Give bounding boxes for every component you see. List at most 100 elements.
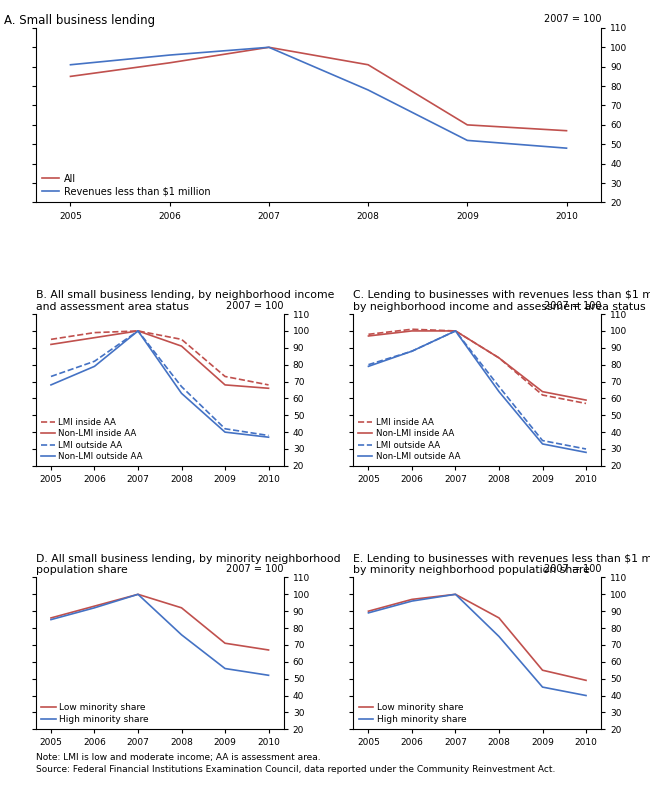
Legend: LMI inside AA, Non-LMI inside AA, LMI outside AA, Non-LMI outside AA: LMI inside AA, Non-LMI inside AA, LMI ou…: [358, 418, 461, 461]
High minority share: [221, 664, 229, 673]
All: [364, 60, 372, 69]
LMI inside AA: [177, 335, 185, 344]
Low minority share: [90, 602, 98, 611]
Non-LMI inside AA: [452, 326, 460, 336]
Line: LMI inside AA: LMI inside AA: [369, 329, 586, 403]
Low minority share: [221, 638, 229, 648]
Text: A. Small business lending: A. Small business lending: [4, 14, 155, 27]
Text: E. Lending to businesses with revenues less than $1 million,
by minority neighbo: E. Lending to businesses with revenues l…: [353, 554, 650, 575]
Line: High minority share: High minority share: [51, 595, 268, 675]
LMI inside AA: [365, 329, 372, 339]
Non-LMI inside AA: [177, 341, 185, 351]
Text: 2007 = 100: 2007 = 100: [226, 301, 284, 311]
Non-LMI inside AA: [365, 332, 372, 341]
All: [563, 126, 571, 135]
Low minority share: [539, 665, 547, 675]
Non-LMI outside AA: [265, 433, 272, 442]
Non-LMI outside AA: [221, 427, 229, 437]
Text: 2007 = 100: 2007 = 100: [544, 301, 601, 311]
Non-LMI inside AA: [495, 353, 503, 363]
Line: Non-LMI outside AA: Non-LMI outside AA: [369, 331, 586, 453]
High minority share: [495, 632, 503, 642]
LMI outside AA: [365, 360, 372, 370]
Line: LMI inside AA: LMI inside AA: [51, 331, 268, 385]
Line: Non-LMI outside AA: Non-LMI outside AA: [51, 331, 268, 438]
Non-LMI outside AA: [177, 389, 185, 398]
Legend: Low minority share, High minority share: Low minority share, High minority share: [40, 702, 150, 724]
Text: C. Lending to businesses with revenues less than $1 million,
by neighborhood inc: C. Lending to businesses with revenues l…: [353, 290, 650, 312]
All: [265, 42, 273, 52]
Low minority share: [365, 607, 372, 616]
Low minority share: [265, 646, 272, 655]
Line: LMI outside AA: LMI outside AA: [369, 331, 586, 449]
LMI outside AA: [495, 382, 503, 391]
LMI outside AA: [47, 371, 55, 381]
Text: 2007 = 100: 2007 = 100: [544, 564, 601, 575]
Non-LMI outside AA: [134, 326, 142, 336]
Non-LMI outside AA: [408, 347, 416, 356]
Low minority share: [177, 603, 185, 613]
LMI outside AA: [408, 347, 416, 356]
Non-LMI inside AA: [221, 380, 229, 390]
LMI inside AA: [265, 380, 272, 390]
Line: Low minority share: Low minority share: [369, 595, 586, 681]
Non-LMI outside AA: [495, 387, 503, 396]
All: [66, 72, 74, 81]
High minority share: [452, 590, 460, 599]
LMI inside AA: [495, 353, 503, 363]
LMI inside AA: [221, 371, 229, 381]
High minority share: [539, 682, 547, 692]
All: [463, 120, 471, 130]
Line: LMI outside AA: LMI outside AA: [51, 331, 268, 435]
Revenues less than $1 million: [66, 60, 74, 69]
Revenues less than $1 million: [265, 42, 273, 52]
Low minority share: [408, 595, 416, 604]
Text: 2007 = 100: 2007 = 100: [226, 564, 284, 575]
Legend: LMI inside AA, Non-LMI inside AA, LMI outside AA, Non-LMI outside AA: LMI inside AA, Non-LMI inside AA, LMI ou…: [40, 418, 144, 461]
LMI outside AA: [221, 424, 229, 434]
Non-LMI outside AA: [90, 362, 98, 371]
Non-LMI outside AA: [47, 380, 55, 390]
LMI inside AA: [452, 326, 460, 336]
High minority share: [177, 630, 185, 639]
Non-LMI inside AA: [408, 326, 416, 336]
Low minority share: [495, 613, 503, 622]
LMI outside AA: [582, 444, 590, 453]
LMI outside AA: [452, 326, 460, 336]
Non-LMI outside AA: [539, 439, 547, 449]
High minority share: [582, 691, 590, 701]
Non-LMI inside AA: [539, 387, 547, 396]
Low minority share: [134, 590, 142, 599]
LMI inside AA: [47, 335, 55, 344]
Non-LMI outside AA: [452, 326, 460, 336]
Revenues less than $1 million: [463, 135, 471, 145]
Legend: Low minority share, High minority share: Low minority share, High minority share: [358, 702, 467, 724]
Line: Non-LMI inside AA: Non-LMI inside AA: [51, 331, 268, 388]
Revenues less than $1 million: [563, 143, 571, 153]
High minority share: [90, 603, 98, 613]
LMI inside AA: [90, 328, 98, 337]
Non-LMI outside AA: [582, 448, 590, 457]
High minority share: [365, 608, 372, 618]
Revenues less than $1 million: [364, 85, 372, 95]
Non-LMI inside AA: [90, 333, 98, 343]
Low minority share: [47, 613, 55, 622]
Non-LMI inside AA: [47, 340, 55, 349]
Non-LMI inside AA: [134, 326, 142, 336]
High minority share: [47, 614, 55, 624]
LMI outside AA: [134, 326, 142, 336]
Line: Non-LMI inside AA: Non-LMI inside AA: [369, 331, 586, 400]
Text: 2007 = 100: 2007 = 100: [544, 14, 601, 25]
LMI inside AA: [408, 324, 416, 334]
High minority share: [134, 590, 142, 599]
LMI inside AA: [582, 398, 590, 408]
High minority share: [408, 596, 416, 606]
LMI inside AA: [539, 391, 547, 400]
LMI outside AA: [90, 356, 98, 366]
Line: Revenues less than $1 million: Revenues less than $1 million: [70, 47, 567, 148]
Non-LMI inside AA: [265, 383, 272, 393]
Non-LMI inside AA: [582, 395, 590, 405]
LMI outside AA: [177, 382, 185, 391]
Text: D. All small business lending, by minority neighborhood
population share: D. All small business lending, by minori…: [36, 554, 341, 575]
LMI outside AA: [539, 436, 547, 446]
